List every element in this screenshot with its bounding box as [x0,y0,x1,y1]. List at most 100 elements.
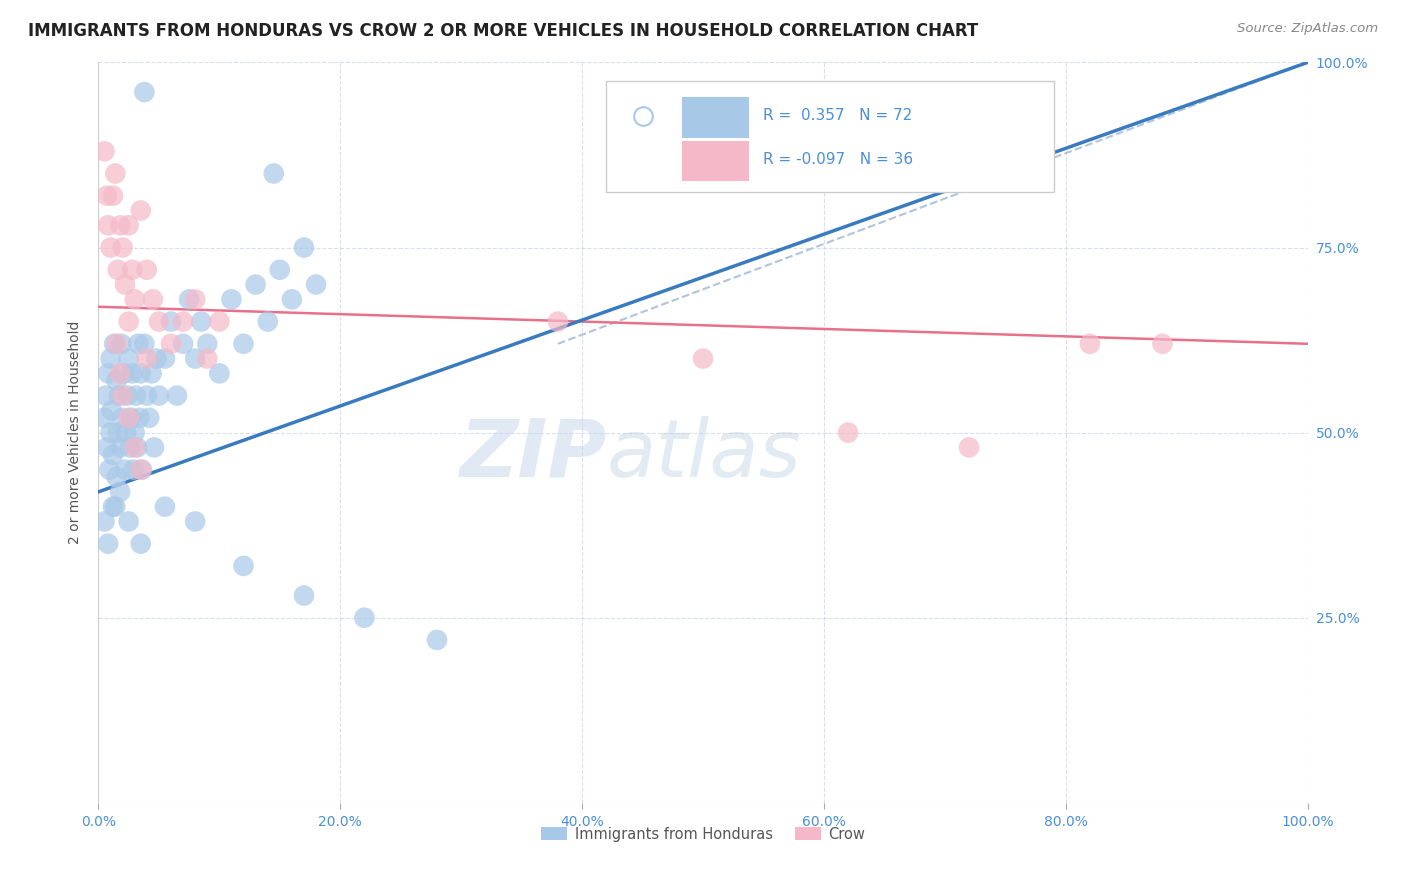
Point [103,336,125,351]
Point [105,374,128,388]
Point [125,388,148,402]
Point [143,441,166,455]
Point [184,351,207,366]
Point [124,441,146,455]
Point [145,351,167,366]
Point [138,410,160,425]
Point [160,314,183,328]
Point [128,410,150,425]
Point [96,188,118,202]
Point [129,536,152,550]
Point [208,367,231,381]
Text: Source: ZipAtlas.com: Source: ZipAtlas.com [1237,22,1378,36]
Point [153,351,176,366]
Point [97,219,120,233]
Point [100,351,122,366]
Y-axis label: 2 or more Vehicles in Household: 2 or more Vehicles in Household [69,321,83,544]
Point [263,166,285,180]
Point [105,470,128,484]
Point [135,262,157,277]
Point [96,441,118,455]
Point [1078,336,1101,351]
Text: R =  0.357   N = 72: R = 0.357 N = 72 [763,108,912,123]
Point [129,203,152,218]
Point [184,515,207,529]
Point [115,425,138,440]
Point [100,425,122,440]
Point [245,277,267,292]
Point [118,410,141,425]
Point [957,441,980,455]
Point [108,388,131,402]
Point [118,314,141,328]
Point [190,314,212,328]
Point [104,166,127,180]
Point [118,351,141,366]
Point [142,293,165,307]
Point [118,515,141,529]
Point [94,388,117,402]
Point [172,336,194,351]
Point [101,448,124,462]
Point [121,367,143,381]
Point [184,293,207,307]
Point [111,240,134,255]
Point [108,484,131,499]
Point [111,388,134,402]
Point [426,632,449,647]
Point [101,500,124,514]
Point [118,219,141,233]
Point [166,388,188,402]
Point [112,367,135,381]
Point [179,293,201,307]
Point [131,462,153,476]
Point [93,410,115,425]
Point [98,462,121,476]
Legend: Immigrants from Honduras, Crow: Immigrants from Honduras, Crow [536,821,870,847]
Point [124,293,146,307]
Point [105,336,128,351]
Point [135,388,157,402]
Point [221,293,243,307]
Point [104,500,127,514]
Point [1152,336,1174,351]
Point [281,293,304,307]
Point [195,336,218,351]
Point [547,314,569,328]
Point [353,610,375,624]
Point [208,314,231,328]
Point [97,367,120,381]
Point [120,410,142,425]
Point [108,219,131,233]
Point [232,336,254,351]
Point [101,188,124,202]
Point [110,336,132,351]
Point [269,262,291,277]
Point [837,425,859,440]
Text: atlas: atlas [606,416,801,494]
Point [100,403,122,417]
Point [134,336,156,351]
Point [148,314,170,328]
Point [107,425,129,440]
Point [148,388,170,402]
Point [232,558,254,573]
Point [111,410,134,425]
Bar [682,97,749,138]
Point [292,240,315,255]
Point [114,462,136,476]
Point [114,277,136,292]
Point [135,351,157,366]
Point [122,462,145,476]
Point [93,515,115,529]
Bar [682,141,749,181]
Point [195,351,218,366]
Point [121,262,143,277]
Point [172,314,194,328]
Point [153,500,176,514]
Point [141,367,163,381]
Point [305,277,328,292]
Point [692,351,714,366]
Point [124,425,146,440]
Point [97,536,120,550]
